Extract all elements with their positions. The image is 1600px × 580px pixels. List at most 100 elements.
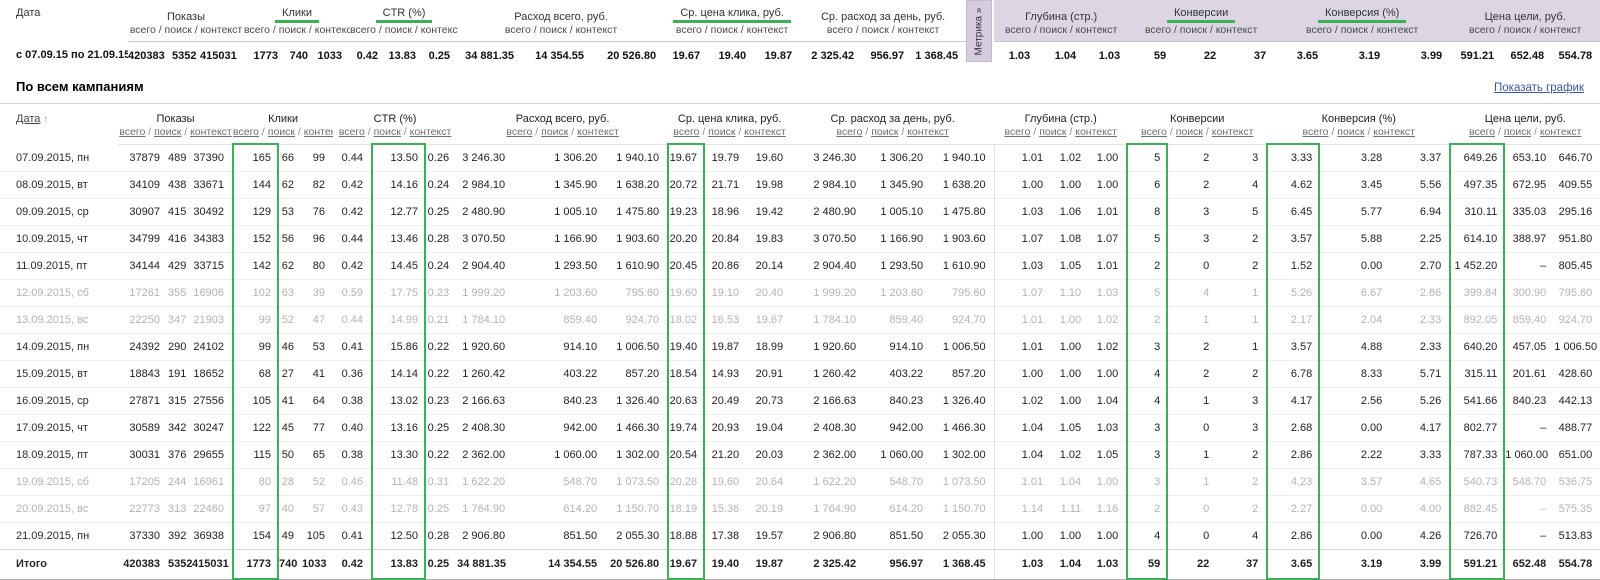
value-cell: 1 764.90 xyxy=(791,495,865,523)
subcolumn-link-kontekst[interactable]: контекст xyxy=(907,126,949,139)
value-cell: 1 060.00 xyxy=(513,441,606,469)
value-cell: 4.65 xyxy=(1390,468,1451,496)
value-cell: 429 xyxy=(168,252,192,280)
value-cell: 1 203.60 xyxy=(513,279,606,307)
subcolumn-link-poisk[interactable]: поиск xyxy=(1503,126,1532,138)
subcolumn-link-vsego[interactable]: всего xyxy=(506,126,533,139)
value-cell: 1 006.50 xyxy=(931,333,995,361)
value-cell: 1.05 xyxy=(1089,441,1128,469)
subcolumn-links: всего / поиск / контекст xyxy=(1127,125,1268,145)
subcolumn-link-vsego[interactable]: всего xyxy=(1141,126,1167,138)
metrika-panel-toggle[interactable]: Метрика » xyxy=(966,0,992,62)
subcolumn-link-kontekst[interactable]: контекст xyxy=(1075,126,1117,139)
value-cell: 1 903.60 xyxy=(931,225,995,253)
value-cell: 68 xyxy=(232,360,280,388)
summary-subcolumns-label: всего / поиск / контекст xyxy=(664,23,801,42)
subcolumn-link-kontekst[interactable]: контекст xyxy=(577,126,619,139)
value-cell: 20.19 xyxy=(747,495,792,523)
subcolumn-link-poisk[interactable]: поиск xyxy=(1337,126,1365,138)
value-cell: 3.57 xyxy=(1319,468,1391,496)
column-group: Ср. расход за день, руб. xyxy=(791,104,994,125)
subcolumn-link-poisk[interactable]: поиск xyxy=(267,126,296,138)
value-cell: 415 xyxy=(168,198,192,226)
value-cell: 0.25 xyxy=(425,414,458,442)
value-cell: 152 xyxy=(232,225,280,253)
subcolumn-link-poisk[interactable]: поиск xyxy=(541,126,569,139)
value-cell: 36938 xyxy=(192,522,234,550)
value-cell: 8.33 xyxy=(1319,360,1391,388)
value-cell: 19.40 xyxy=(667,333,706,361)
summary-subcolumns-label: всего / поиск / контекст xyxy=(458,23,665,42)
value-cell: 3.37 xyxy=(1419,151,1442,164)
subcolumn-link-poisk[interactable]: поиск xyxy=(708,126,736,138)
value-cell: 19.60 xyxy=(667,279,706,307)
summary-value: 652.48 xyxy=(1510,49,1545,62)
value-cell: 0.25 xyxy=(425,198,458,226)
subcolumn-links: всего / поиск / контекст xyxy=(1450,125,1600,145)
value-cell: 19.04 xyxy=(747,414,792,442)
value-cell: 13.83 xyxy=(371,549,427,580)
subcolumn-link-vsego[interactable]: всего xyxy=(233,126,260,138)
column-group-label: Клики xyxy=(275,7,319,23)
value-cell: 914.10 xyxy=(513,333,606,361)
summary-subcolumns-label: всего / поиск / контекст xyxy=(1274,23,1451,42)
subcolumn-link-vsego[interactable]: всего xyxy=(673,126,700,138)
value-cell: 859.40 xyxy=(1504,306,1555,334)
subcolumn-link-kontekst[interactable]: контекст xyxy=(1211,126,1254,138)
value-cell: 2.04 xyxy=(1319,306,1391,334)
value-cell: 13.02 xyxy=(371,387,427,415)
table-row: 21.09.2015, пн 37330 392 36938 154 49 105 0.41 1… xyxy=(0,522,1600,550)
value-cell: 0.22 xyxy=(425,360,458,388)
value-cell: 27 xyxy=(278,360,303,388)
value-cell: 951.80 xyxy=(1554,225,1600,253)
value-cell: 4 xyxy=(1217,171,1268,199)
value-cell: 1 466.30 xyxy=(605,414,669,442)
value-cell: 1.01 xyxy=(1089,252,1128,280)
value-cell: 914.10 xyxy=(864,333,932,361)
value-cell: 34144 xyxy=(118,252,168,280)
value-cell: 1.00 xyxy=(1089,522,1128,550)
date-sort-link[interactable]: Дата xyxy=(16,113,41,125)
subcolumn-link-kontekst[interactable]: контекст xyxy=(744,126,786,138)
summary-value: 1.03 xyxy=(1098,49,1121,62)
subcolumn-link-poisk[interactable]: поиск xyxy=(154,126,182,139)
subcolumn-link-kontekst[interactable]: контекст xyxy=(1539,126,1582,138)
value-cell: 0.00 xyxy=(1319,495,1391,523)
value-cell: 76 xyxy=(302,198,334,226)
subcolumn-link-poisk[interactable]: поиск xyxy=(1175,126,1203,138)
value-cell: 0.40 xyxy=(333,414,373,442)
subcolumn-link-poisk[interactable]: поиск xyxy=(373,126,401,138)
subcolumn-link-vsego[interactable]: всего xyxy=(836,126,863,139)
subcolumn-link-vsego[interactable]: всего xyxy=(119,126,146,139)
subcolumn-separator: / xyxy=(295,126,304,138)
subcolumn-link-poisk[interactable]: поиск xyxy=(871,126,899,139)
value-cell: 1.00 xyxy=(993,171,1052,199)
value-cell: 30589 xyxy=(118,414,168,442)
show-chart-link[interactable]: Показать график xyxy=(1494,82,1584,94)
subcolumn-link-poisk[interactable]: поиск xyxy=(1039,126,1067,139)
column-group-label: Ср. цена клика, руб. xyxy=(677,113,782,125)
subcolumn-link-vsego[interactable]: всего xyxy=(1302,126,1329,138)
summary-subcolumns-label: всего / поиск / контекст xyxy=(800,23,967,42)
subcolumn-link-kontekst[interactable]: контекст xyxy=(1373,126,1415,138)
subcolumn-link-vsego[interactable]: всего xyxy=(1469,126,1496,138)
subcolumn-link-vsego[interactable]: всего xyxy=(338,126,365,138)
summary-value: 0.42 xyxy=(356,49,379,62)
value-cell: 191 xyxy=(168,360,192,388)
value-cell: 2 xyxy=(1167,333,1218,361)
value-cell: 0.28 xyxy=(425,522,458,550)
subcolumn-link-kontekst[interactable]: контекст xyxy=(190,126,232,139)
value-cell: 1 940.10 xyxy=(942,151,986,164)
subcolumn-link-vsego[interactable]: всего xyxy=(1004,126,1031,139)
subcolumn-link-kontekst[interactable]: контекст xyxy=(303,126,333,138)
value-cell: 5 xyxy=(1126,143,1169,172)
value-cell: 651.00 xyxy=(1554,441,1600,469)
value-cell: 0.41 xyxy=(333,522,373,550)
subcolumn-link-kontekst[interactable]: контекст xyxy=(409,126,452,138)
value-cell: 591.21 xyxy=(1449,549,1506,580)
value-cell: 30492 xyxy=(192,198,234,226)
value-cell: 4 xyxy=(1217,522,1268,550)
value-cell: 1.11 xyxy=(1051,495,1090,523)
value-cell: 24392 xyxy=(118,333,168,361)
summary-value: 591.21 xyxy=(1460,49,1495,62)
